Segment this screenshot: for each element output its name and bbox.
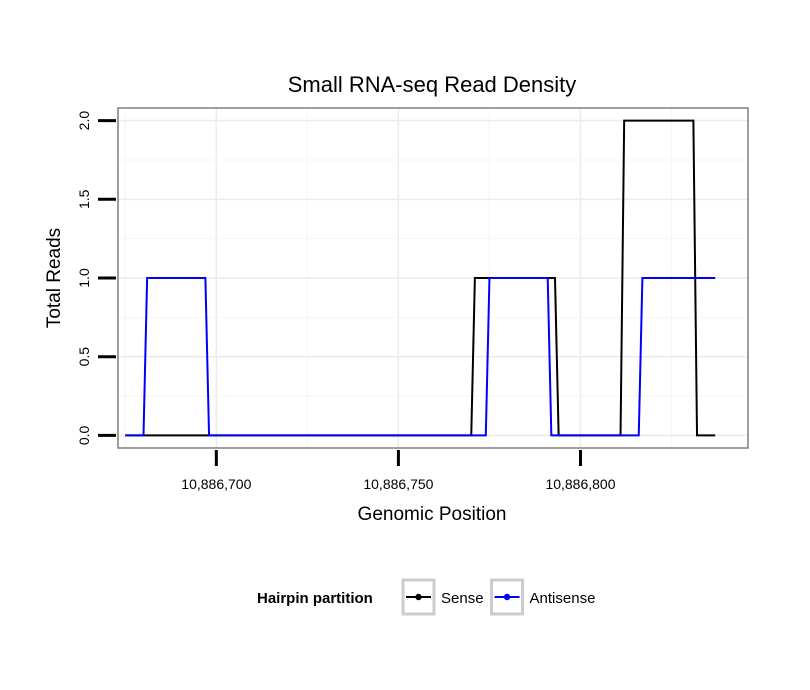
x-tick-label: 10,886,800 <box>545 476 615 492</box>
y-tick-label: 0.0 <box>76 425 92 445</box>
legend-label: Antisense <box>530 590 596 607</box>
legend: Hairpin partition Sense Antisense <box>257 578 596 616</box>
y-axis: 0.0 0.5 1.0 1.5 2.0 <box>76 111 116 445</box>
legend-swatch-point <box>415 593 422 601</box>
x-tick-label: 10,886,700 <box>181 476 251 492</box>
x-tick-label: 10,886,750 <box>363 476 433 492</box>
x-axis-title: Genomic Position <box>358 504 507 525</box>
legend-label: Sense <box>441 590 484 607</box>
legend-title: Hairpin partition <box>257 590 373 607</box>
y-axis-title: Total Reads <box>44 228 65 328</box>
legend-key-sense: Sense <box>401 578 484 616</box>
x-axis: 10,886,700 10,886,750 10,886,800 <box>181 450 616 492</box>
series-lines <box>125 119 716 437</box>
y-tick-label: 0.5 <box>76 347 92 367</box>
chart-title: Small RNA-seq Read Density <box>288 72 577 97</box>
series-line-antisense <box>125 277 716 437</box>
plot-border <box>117 107 749 449</box>
y-tick-label: 1.5 <box>76 189 92 209</box>
legend-swatch-point <box>503 593 511 601</box>
legend-key-antisense: Antisense <box>490 578 596 616</box>
y-tick-label: 1.0 <box>76 268 92 288</box>
y-tick-label: 2.0 <box>76 111 92 131</box>
